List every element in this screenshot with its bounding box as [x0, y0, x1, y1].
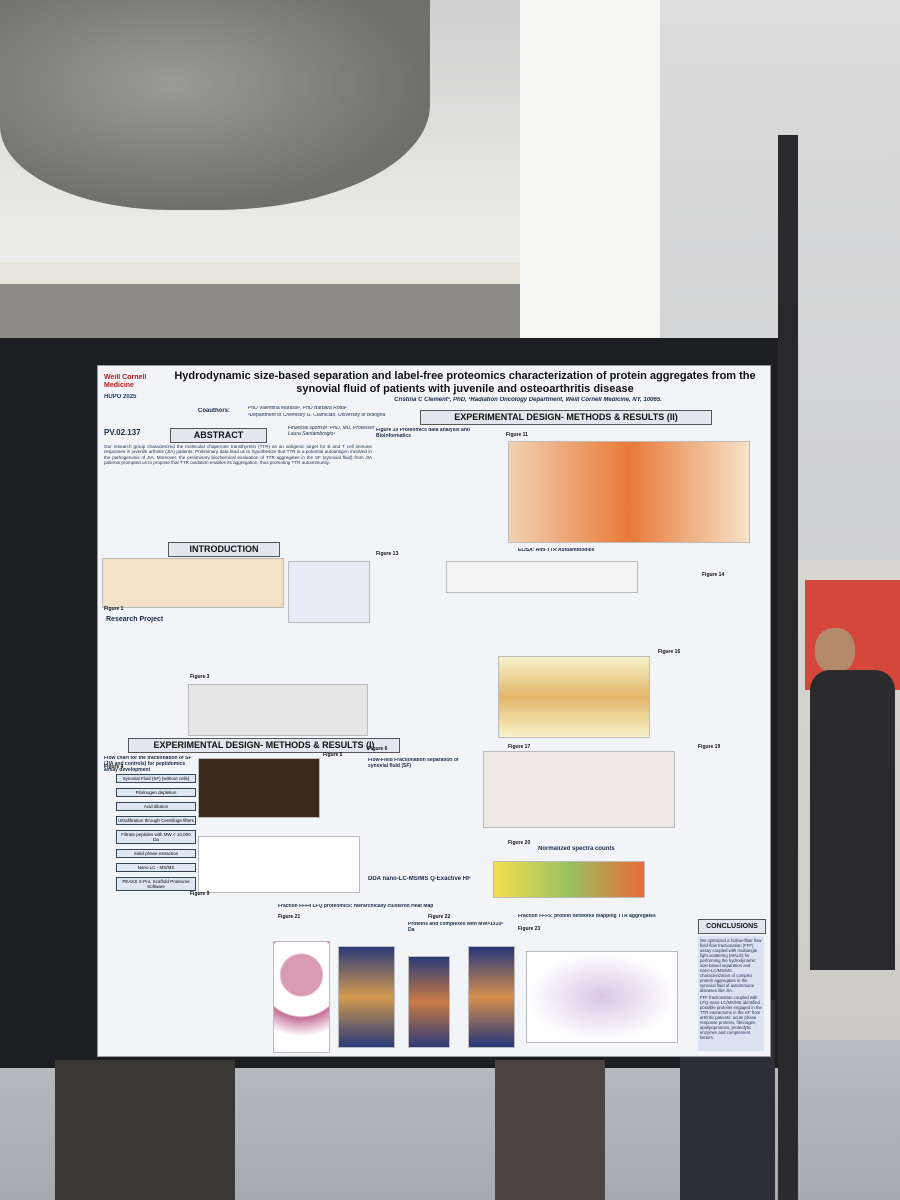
flow-step: Nano LC - MS/MS: [116, 863, 196, 872]
figure: [408, 956, 450, 1048]
flow-step: Acid dilution: [116, 802, 196, 811]
figure: [493, 861, 645, 898]
poster: Weill Cornell Medicine HUPO 2025 Hydrody…: [97, 365, 771, 1057]
pole: [778, 135, 798, 1200]
sponsor: Financial sponsor: PhD, MD, Professor La…: [288, 426, 375, 437]
section-header: CONCLUSIONS: [698, 919, 766, 934]
figure-caption: Fraction FFF4 LFQ proteomics: hierarchic…: [278, 904, 434, 909]
figure: [498, 656, 650, 738]
figure: [273, 941, 330, 1053]
section-header: EXPERIMENTAL DESIGN- METHODS & RESULTS (…: [420, 410, 712, 425]
person: [55, 1060, 235, 1200]
figure: [198, 758, 320, 818]
figure: [198, 836, 360, 893]
coauthors: PhD Valentina Marassi², PhD Barbara Roda…: [248, 406, 347, 411]
figure-caption: Fraction FFF5: protein networks mapping …: [518, 914, 656, 919]
flow-step: Solid phase extraction: [116, 849, 196, 858]
ceiling-beam: [0, 262, 520, 284]
figure: [288, 561, 370, 623]
poster-code: PV.02.137: [104, 428, 141, 437]
figure-caption: Flow-Field Fractionation separation of s…: [368, 758, 459, 769]
figure-label: Figure 19: [698, 744, 721, 750]
figure-caption: Proteins and complexes with MW>1x10⁶ Da: [408, 922, 504, 933]
figure-label: Figure 3: [190, 674, 210, 680]
figure-caption: DDA nano-LC-MS/MS Q-Exactive HF: [368, 876, 471, 882]
figure-label: Figure 17: [508, 744, 531, 750]
figure: [468, 946, 515, 1048]
ceiling-wall: [520, 0, 660, 340]
flow-step: Ultrafiltration through Centrifuge filte…: [116, 816, 196, 825]
figure-label: Figure 14: [702, 572, 725, 578]
figure: [188, 684, 368, 736]
flow-step: PEAKS X-Pro, Scaffold Proteome Software: [116, 877, 196, 891]
logo: HUPO 2025: [104, 394, 137, 400]
flow-step: Filtrate peptides with MW < 10,000 Da: [116, 830, 196, 844]
figure-caption: Figure 10 Proteomics data analysis and B…: [376, 428, 470, 439]
figure: [338, 946, 395, 1048]
person: [810, 670, 895, 970]
figure: [526, 951, 678, 1043]
figure: [483, 751, 675, 828]
figure-label: Figure 22: [428, 914, 451, 920]
abstract-text: Our research group characterized the mol…: [104, 444, 372, 465]
figure-label: Figure 11: [506, 432, 528, 438]
flow-step: Synovial Fluid (SF) (without cells): [116, 774, 196, 783]
section-header: ABSTRACT: [170, 428, 267, 443]
figure-caption: Normalized spectra counts: [538, 846, 615, 852]
flow-chart-title: Flow chart for the fractionation of SF (…: [104, 756, 192, 773]
person: [815, 628, 855, 673]
figure: [508, 441, 750, 543]
logo: Weill Cornell Medicine: [104, 374, 147, 390]
flow-step: Fibrinogen depletion: [116, 788, 196, 797]
section-header: INTRODUCTION: [168, 542, 280, 557]
author: Cristina C Clement¹, PhD, ¹Radiation Onc…: [394, 397, 662, 403]
conclusion-item: We optimized a hollow-fiber flow field-f…: [700, 938, 762, 993]
conclusions-list: We optimized a hollow-fiber flow field-f…: [698, 936, 764, 1051]
figure-label: Figure 23: [518, 926, 541, 932]
research-project: Research Project: [106, 616, 164, 623]
ceiling-panel: [0, 284, 520, 344]
flow-chart: Synovial Fluid (SF) (without cells) Fibri…: [116, 774, 196, 896]
coauthor-affiliation: ²Department of Chemistry G. Ciamician, U…: [248, 413, 386, 418]
figure: [446, 561, 638, 593]
conclusion-item: FFF fractionation coupled with LFQ-nano-…: [700, 995, 762, 1040]
figure-label: Figure 20: [508, 840, 531, 846]
figure-label: Figure 21: [278, 914, 301, 920]
ceiling-dome: [0, 0, 430, 210]
figure-label: Figure 13: [376, 551, 399, 557]
figure: [102, 558, 284, 608]
poster-title: Hydrodynamic size-based separation and l…: [174, 370, 756, 395]
figure-caption: ELISA: Anti-TTR Autoantibodies: [518, 548, 595, 553]
section-header: EXPERIMENTAL DESIGN- METHODS & RESULTS (…: [128, 738, 400, 753]
figure-label: Figure 16: [658, 649, 681, 655]
person: [495, 1060, 605, 1200]
coauthors-label: Coauthors:: [198, 408, 230, 414]
